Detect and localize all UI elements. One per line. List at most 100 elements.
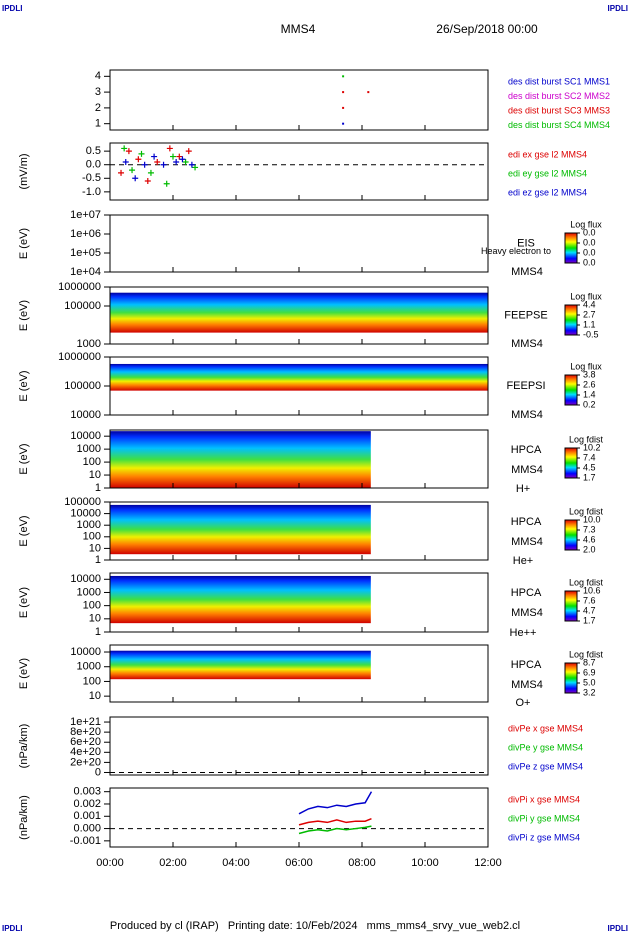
y-axis-label: (nPa/km) — [18, 795, 30, 840]
point — [176, 153, 183, 160]
species-label: He+ — [513, 555, 534, 567]
colorbar-tick-label: 0.2 — [583, 399, 596, 409]
y-tick-label: 1 — [95, 482, 101, 494]
y-tick-label: 1e+07 — [70, 209, 101, 221]
point — [141, 161, 148, 168]
colorbar — [564, 662, 578, 694]
colorbar-tick-label: 0.0 — [583, 227, 596, 237]
colorbar-tick-label: 4.5 — [583, 462, 596, 472]
point — [118, 169, 125, 176]
y-tick-label: 100 — [83, 456, 101, 468]
colorbar-tick-label: 10.6 — [583, 585, 601, 595]
colorbar-title: Log flux — [570, 291, 602, 301]
probe-label: MMS4 — [511, 266, 543, 278]
corner-label: IPDLI — [2, 924, 22, 933]
spectrogram-image — [110, 650, 371, 680]
point — [163, 180, 170, 187]
y-tick-label: 1 — [95, 626, 101, 638]
point — [121, 145, 128, 152]
y-axis-label: E (eV) — [18, 228, 30, 259]
instrument-label: EIS — [517, 237, 535, 249]
y-tick-label: 10000 — [70, 409, 101, 421]
point — [166, 145, 173, 152]
probe-title: MMS4 — [281, 22, 316, 36]
y-tick-label: 1e+04 — [70, 266, 101, 278]
y-tick-label: 1e+21 — [70, 716, 101, 728]
colorbar — [564, 232, 578, 264]
y-tick-label: 2 — [95, 102, 101, 114]
x-tick-label: 00:00 — [96, 857, 124, 869]
colorbar-tick-label: 1.4 — [583, 389, 596, 399]
y-tick-label: 10 — [89, 469, 101, 481]
y-tick-label: 1 — [95, 554, 101, 566]
y-axis-label: (mV/m) — [18, 153, 30, 189]
y-tick-label: 10 — [89, 690, 101, 702]
y-tick-label: 100 — [83, 675, 101, 687]
instrument-label: HPCA — [511, 516, 542, 528]
colorbar — [564, 374, 578, 406]
colorbar-tick-label: 0.0 — [583, 257, 596, 267]
x-tick-label: 04:00 — [222, 857, 250, 869]
colorbar-tick-label: 3.8 — [583, 369, 596, 379]
colorbar — [564, 304, 578, 336]
instrument-label: HPCA — [511, 444, 542, 456]
y-tick-label: 100 — [83, 531, 101, 543]
y-tick-label: 1000 — [77, 519, 101, 531]
point — [342, 106, 345, 109]
legend-entry: divPi x gse MMS4 — [508, 794, 580, 804]
probe-label: MMS4 — [511, 607, 543, 619]
legend-entry: divPe z gse MMS4 — [508, 761, 583, 771]
legend-entry: edi ey gse l2 MMS4 — [508, 168, 587, 178]
point — [129, 167, 136, 174]
legend-entry: divPi y gse MMS4 — [508, 813, 580, 823]
x-tick-label: 08:00 — [348, 857, 376, 869]
colorbar-tick-label: 7.4 — [583, 452, 596, 462]
colorbar-title: Log flux — [570, 361, 602, 371]
colorbar-title: Log fdist — [569, 577, 604, 587]
y-tick-label: 10 — [89, 542, 101, 554]
species-label: O+ — [516, 697, 531, 709]
series-line — [298, 791, 373, 815]
point — [132, 175, 139, 182]
colorbar-tick-label: 1.7 — [583, 472, 596, 482]
y-tick-label: 1000 — [77, 338, 101, 350]
colorbar-title: Log fdist — [569, 434, 604, 444]
probe-label: MMS4 — [511, 536, 543, 548]
y-tick-label: 4 — [95, 70, 101, 82]
point — [151, 153, 158, 160]
point — [185, 148, 192, 155]
y-axis-label: E (eV) — [18, 300, 30, 331]
colorbar-title: Log flux — [570, 219, 602, 229]
colorbar-tick-label: 7.6 — [583, 595, 596, 605]
y-tick-label: 0.0 — [86, 159, 101, 171]
colorbar-title: Log fdist — [569, 649, 604, 659]
colorbar — [564, 590, 578, 622]
y-tick-label: 1000 — [77, 661, 101, 673]
legend-entry: edi ex gse l2 MMS4 — [508, 149, 587, 159]
colorbar-tick-label: 4.4 — [583, 299, 596, 309]
point — [144, 178, 151, 184]
legend-entry: des dist burst SC3 MMS3 — [508, 105, 610, 115]
legend-entry: des dist burst SC1 MMS1 — [508, 76, 610, 86]
colorbar-tick-label: 10.0 — [583, 514, 601, 524]
y-axis-label: (nPa/km) — [18, 724, 30, 769]
y-tick-label: 1000000 — [58, 351, 101, 363]
point — [122, 159, 129, 165]
y-axis-label: E (eV) — [18, 587, 30, 618]
legend-entry: edi ez gse l2 MMS4 — [508, 187, 587, 197]
colorbar-tick-label: 6.9 — [583, 667, 596, 677]
y-tick-label: 1e+05 — [70, 247, 101, 259]
point — [160, 161, 167, 168]
y-tick-label: -0.5 — [82, 172, 101, 184]
point — [192, 164, 199, 171]
point — [342, 122, 345, 125]
x-tick-label: 12:00 — [474, 857, 502, 869]
colorbar-tick-label: 10.2 — [583, 442, 601, 452]
point — [173, 159, 180, 165]
y-tick-label: 0 — [95, 766, 101, 778]
y-axis-label: E (eV) — [18, 515, 30, 546]
point — [135, 156, 142, 163]
y-tick-label: 1000 — [77, 443, 101, 455]
y-tick-label: 100 — [83, 600, 101, 612]
y-tick-label: -0.001 — [70, 835, 101, 847]
